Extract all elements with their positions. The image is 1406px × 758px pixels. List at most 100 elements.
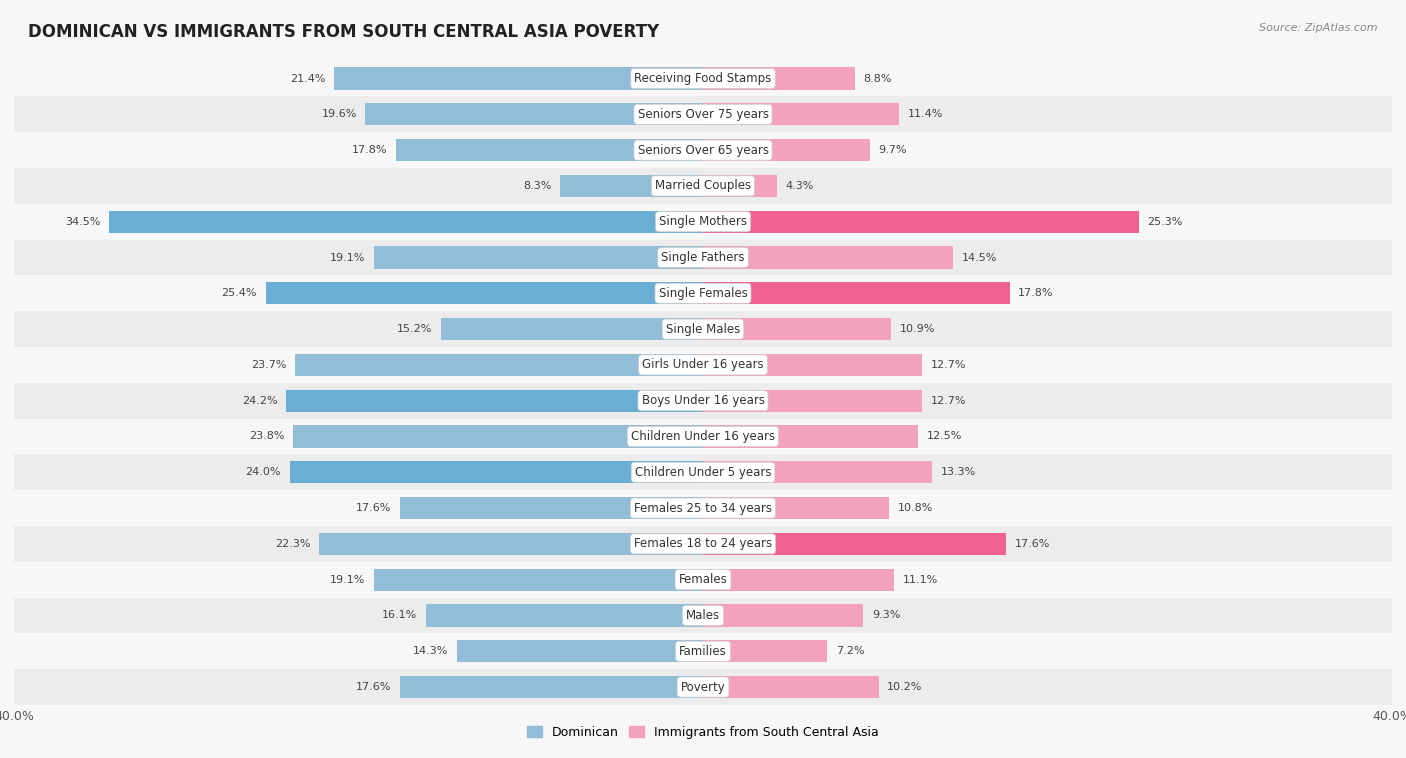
Text: 10.8%: 10.8% — [897, 503, 934, 513]
Bar — [287, 390, 703, 412]
Text: 10.9%: 10.9% — [900, 324, 935, 334]
Text: 17.8%: 17.8% — [1018, 288, 1053, 299]
Bar — [399, 497, 703, 519]
Bar — [14, 96, 1392, 132]
Bar — [14, 526, 1392, 562]
Text: Seniors Over 65 years: Seniors Over 65 years — [637, 143, 769, 157]
Bar — [14, 132, 1392, 168]
Bar — [457, 641, 703, 662]
Text: 24.2%: 24.2% — [242, 396, 277, 406]
Text: 9.7%: 9.7% — [879, 145, 907, 155]
Bar — [399, 676, 703, 698]
Text: 14.3%: 14.3% — [413, 647, 449, 656]
Bar — [14, 275, 1392, 312]
Bar — [560, 175, 703, 197]
Bar — [703, 425, 918, 447]
Bar — [295, 354, 703, 376]
Bar — [426, 604, 703, 627]
Bar — [703, 318, 891, 340]
Bar — [374, 246, 703, 268]
Text: Poverty: Poverty — [681, 681, 725, 694]
Text: 7.2%: 7.2% — [835, 647, 865, 656]
Bar — [703, 604, 863, 627]
Bar — [14, 312, 1392, 347]
Text: 12.7%: 12.7% — [931, 360, 966, 370]
Bar — [703, 246, 953, 268]
Text: 17.6%: 17.6% — [356, 682, 391, 692]
Bar — [703, 641, 827, 662]
Text: 24.0%: 24.0% — [246, 467, 281, 478]
Bar — [396, 139, 703, 161]
Text: DOMINICAN VS IMMIGRANTS FROM SOUTH CENTRAL ASIA POVERTY: DOMINICAN VS IMMIGRANTS FROM SOUTH CENTR… — [28, 23, 659, 41]
Text: 12.7%: 12.7% — [931, 396, 966, 406]
Bar — [703, 67, 855, 89]
Text: 34.5%: 34.5% — [65, 217, 100, 227]
Text: Families: Families — [679, 645, 727, 658]
Text: 15.2%: 15.2% — [398, 324, 433, 334]
Bar — [703, 676, 879, 698]
Bar — [14, 490, 1392, 526]
Text: Females 18 to 24 years: Females 18 to 24 years — [634, 537, 772, 550]
Text: 9.3%: 9.3% — [872, 610, 900, 621]
Bar — [703, 103, 900, 125]
Bar — [703, 211, 1139, 233]
Legend: Dominican, Immigrants from South Central Asia: Dominican, Immigrants from South Central… — [522, 721, 884, 744]
Bar — [374, 568, 703, 590]
Text: Boys Under 16 years: Boys Under 16 years — [641, 394, 765, 407]
Bar — [703, 390, 922, 412]
Text: Girls Under 16 years: Girls Under 16 years — [643, 359, 763, 371]
Text: Children Under 5 years: Children Under 5 years — [634, 465, 772, 479]
Text: 19.1%: 19.1% — [330, 252, 366, 262]
Text: 25.4%: 25.4% — [221, 288, 257, 299]
Text: 10.2%: 10.2% — [887, 682, 922, 692]
Bar — [14, 204, 1392, 240]
Bar — [14, 61, 1392, 96]
Text: 11.4%: 11.4% — [908, 109, 943, 119]
Bar — [703, 497, 889, 519]
Bar — [14, 669, 1392, 705]
Text: Children Under 16 years: Children Under 16 years — [631, 430, 775, 443]
Text: Source: ZipAtlas.com: Source: ZipAtlas.com — [1260, 23, 1378, 33]
Bar — [703, 568, 894, 590]
Text: 8.8%: 8.8% — [863, 74, 891, 83]
Text: 19.6%: 19.6% — [322, 109, 357, 119]
Text: 14.5%: 14.5% — [962, 252, 997, 262]
Text: 17.6%: 17.6% — [1015, 539, 1050, 549]
Bar — [703, 139, 870, 161]
Bar — [319, 533, 703, 555]
Bar — [14, 597, 1392, 634]
Text: 23.7%: 23.7% — [250, 360, 287, 370]
Text: 22.3%: 22.3% — [274, 539, 311, 549]
Text: Married Couples: Married Couples — [655, 180, 751, 193]
Text: 21.4%: 21.4% — [290, 74, 326, 83]
Text: 25.3%: 25.3% — [1147, 217, 1182, 227]
Bar — [366, 103, 703, 125]
Bar — [14, 634, 1392, 669]
Text: 23.8%: 23.8% — [249, 431, 284, 441]
Text: Single Males: Single Males — [666, 323, 740, 336]
Text: Females: Females — [679, 573, 727, 586]
Text: 17.6%: 17.6% — [356, 503, 391, 513]
Text: Males: Males — [686, 609, 720, 622]
Bar — [290, 461, 703, 484]
Bar — [703, 533, 1007, 555]
Text: Females 25 to 34 years: Females 25 to 34 years — [634, 502, 772, 515]
Bar — [14, 454, 1392, 490]
Bar — [14, 168, 1392, 204]
Bar — [14, 418, 1392, 454]
Text: 13.3%: 13.3% — [941, 467, 976, 478]
Bar — [703, 354, 922, 376]
Text: 11.1%: 11.1% — [903, 575, 938, 584]
Bar — [703, 461, 932, 484]
Text: 19.1%: 19.1% — [330, 575, 366, 584]
Bar — [14, 562, 1392, 597]
Bar — [703, 282, 1010, 305]
Bar — [14, 240, 1392, 275]
Text: Single Females: Single Females — [658, 287, 748, 300]
Text: 8.3%: 8.3% — [523, 181, 551, 191]
Bar — [108, 211, 703, 233]
Text: Single Fathers: Single Fathers — [661, 251, 745, 264]
Bar — [335, 67, 703, 89]
Bar — [14, 347, 1392, 383]
Text: 12.5%: 12.5% — [927, 431, 962, 441]
